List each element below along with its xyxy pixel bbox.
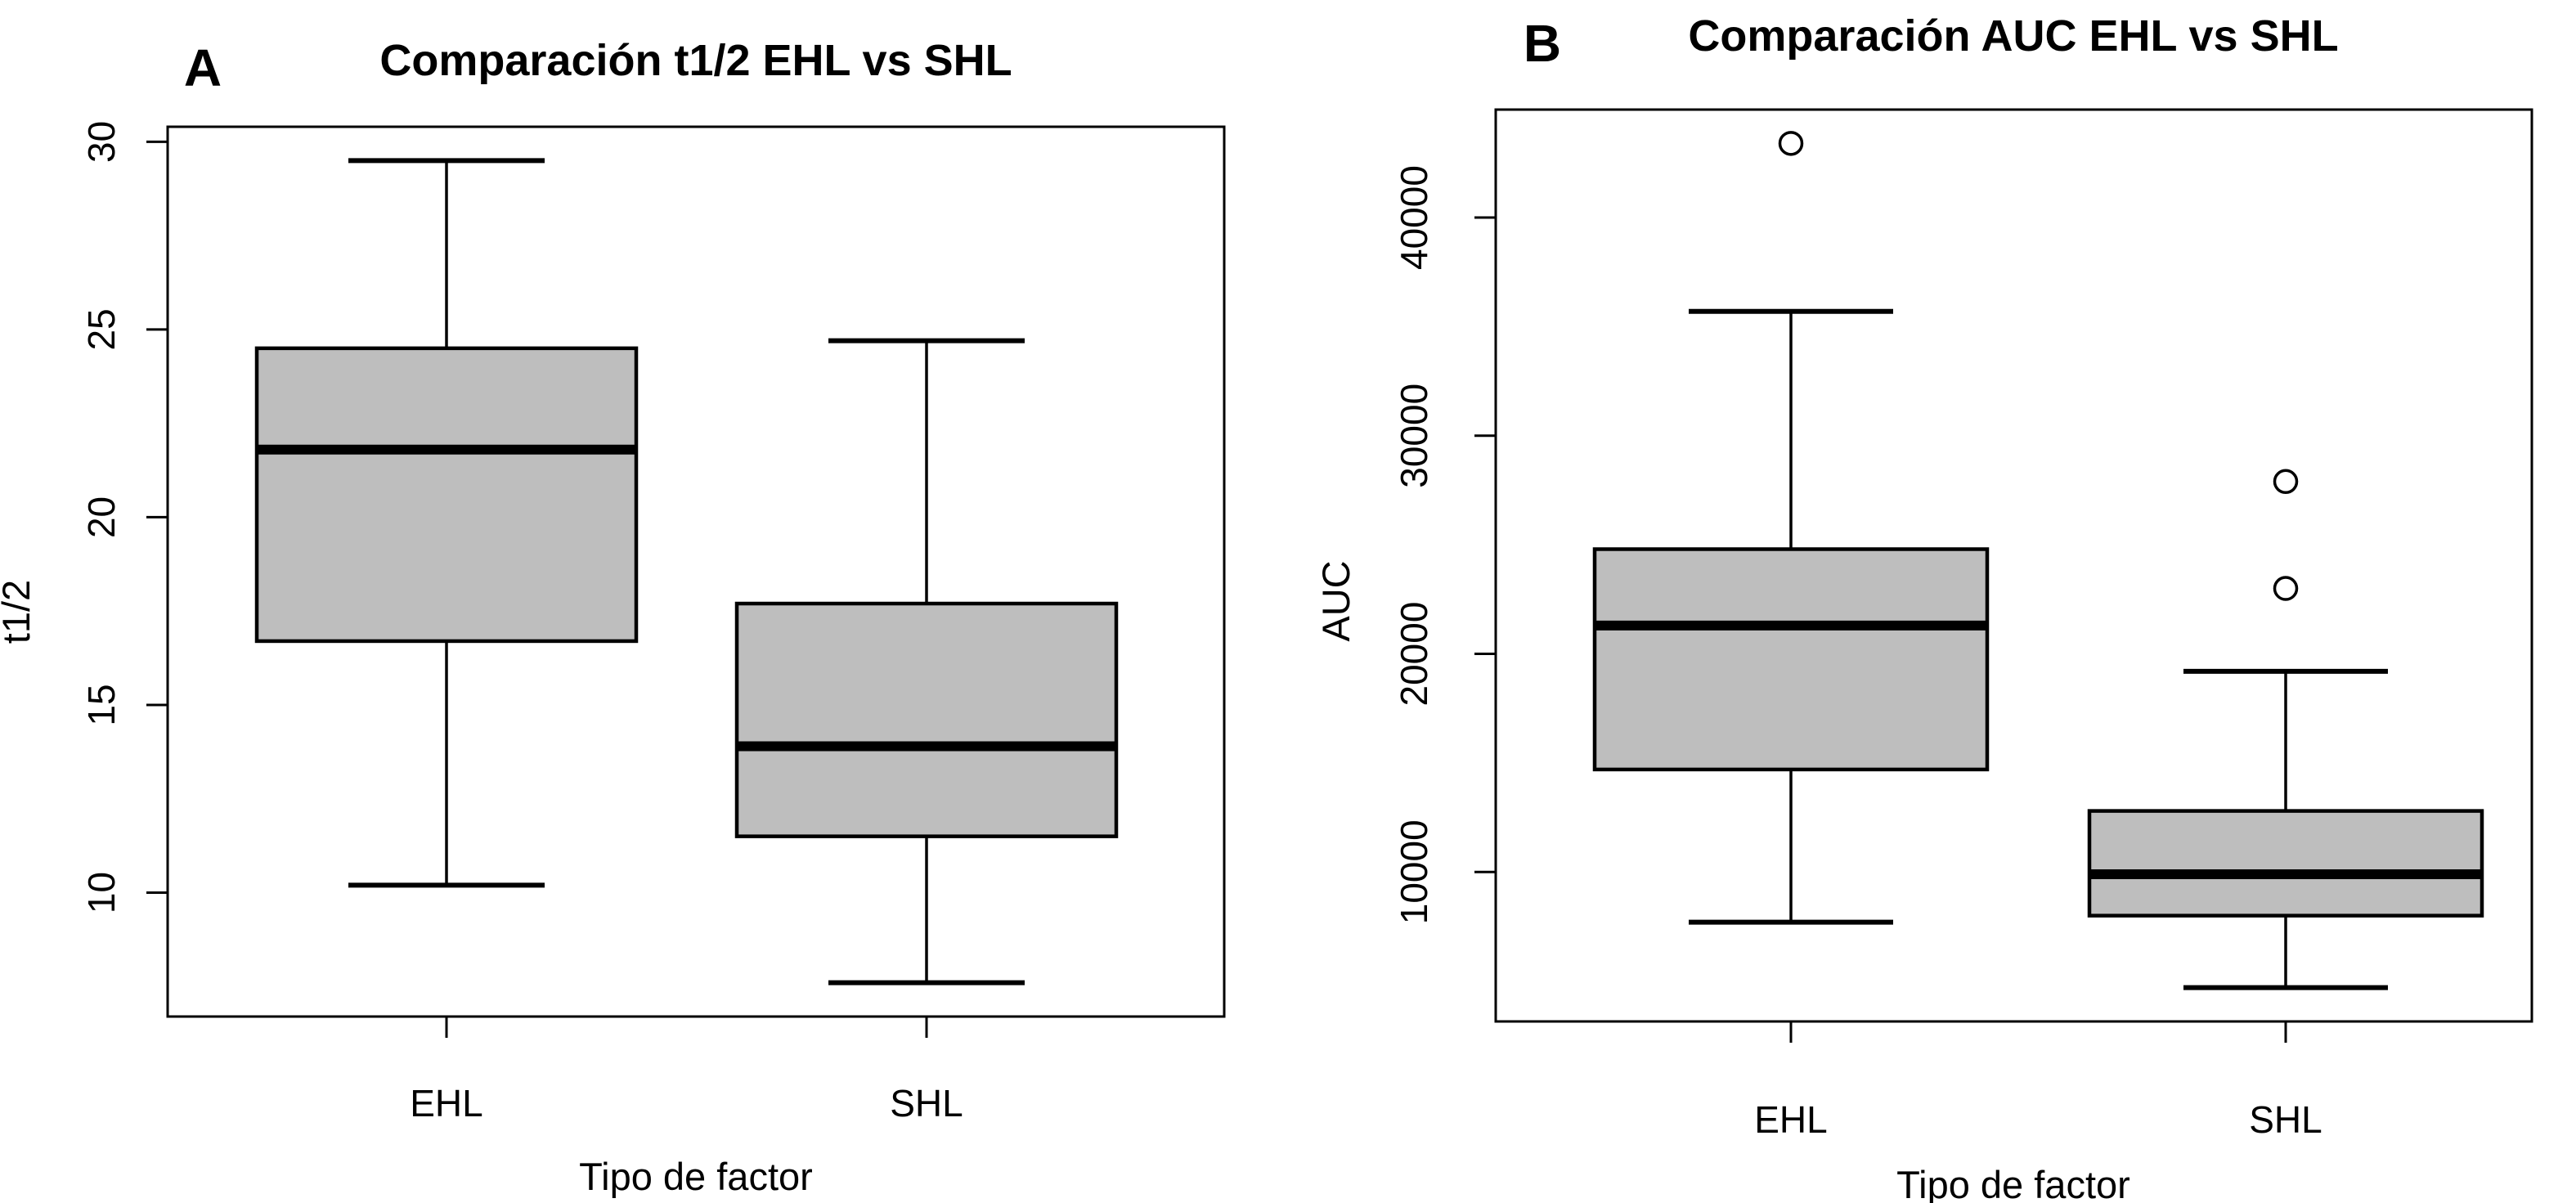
y-axis-label-b: AUC: [1314, 560, 1358, 641]
category-label-a-ehl: EHL: [410, 1082, 482, 1124]
iqr-box-b-ehl: [1592, 547, 1990, 772]
x-axis-label-a: Tipo de factor: [579, 1155, 813, 1198]
outlier-point-b-shl-1: [2273, 469, 2299, 495]
y-tick-label-b-20000: 20000: [1393, 602, 1435, 707]
y-tick-label-a-25: 25: [80, 308, 123, 350]
y-tick-label-b-10000: 10000: [1393, 819, 1435, 924]
outlier-point-b-shl-0: [2273, 576, 2299, 601]
panel-letter-a: A: [184, 38, 222, 97]
box-group-b-ehl: EHL: [1592, 131, 1990, 1141]
y-axis-label-a: t1/2: [0, 580, 38, 644]
box-group-b-shl: SHL: [2087, 469, 2484, 1141]
box-group-a-ehl: EHL: [254, 158, 639, 1124]
category-label-b-shl: SHL: [2249, 1098, 2322, 1141]
panel-b: B Comparación AUC EHL vs SHL 10000 20000 300…: [1314, 11, 2533, 1203]
iqr-box-a-ehl: [254, 346, 639, 644]
x-axis-label-b: Tipo de factor: [1896, 1163, 2130, 1203]
y-tick-label-a-10: 10: [80, 872, 123, 913]
y-tick-label-b-40000: 40000: [1393, 165, 1435, 270]
plot-frame-b: [1494, 108, 2533, 1023]
panel-letter-b: B: [1524, 14, 1561, 73]
panel-title-b: Comparación AUC EHL vs SHL: [1688, 11, 2338, 61]
iqr-box-b-shl: [2087, 809, 2484, 918]
outlier-point-b-ehl-0: [1778, 131, 1804, 156]
y-tick-label-a-20: 20: [80, 496, 123, 538]
y-tick-label-a-30: 30: [80, 121, 123, 163]
y-tick-label-b-30000: 30000: [1393, 384, 1435, 488]
category-label-b-ehl: EHL: [1754, 1098, 1827, 1141]
category-label-a-shl: SHL: [890, 1082, 963, 1124]
iqr-box-a-shl: [734, 601, 1119, 838]
panel-title-a: Comparación t1/2 EHL vs SHL: [379, 36, 1012, 85]
plot-frame-a: [166, 125, 1226, 1018]
y-tick-label-a-15: 15: [80, 684, 123, 725]
box-group-a-shl: SHL: [734, 338, 1119, 1124]
panel-a: A Comparación t1/2 EHL vs SHL 10 15 20 25 30 t1…: [0, 36, 1226, 1198]
